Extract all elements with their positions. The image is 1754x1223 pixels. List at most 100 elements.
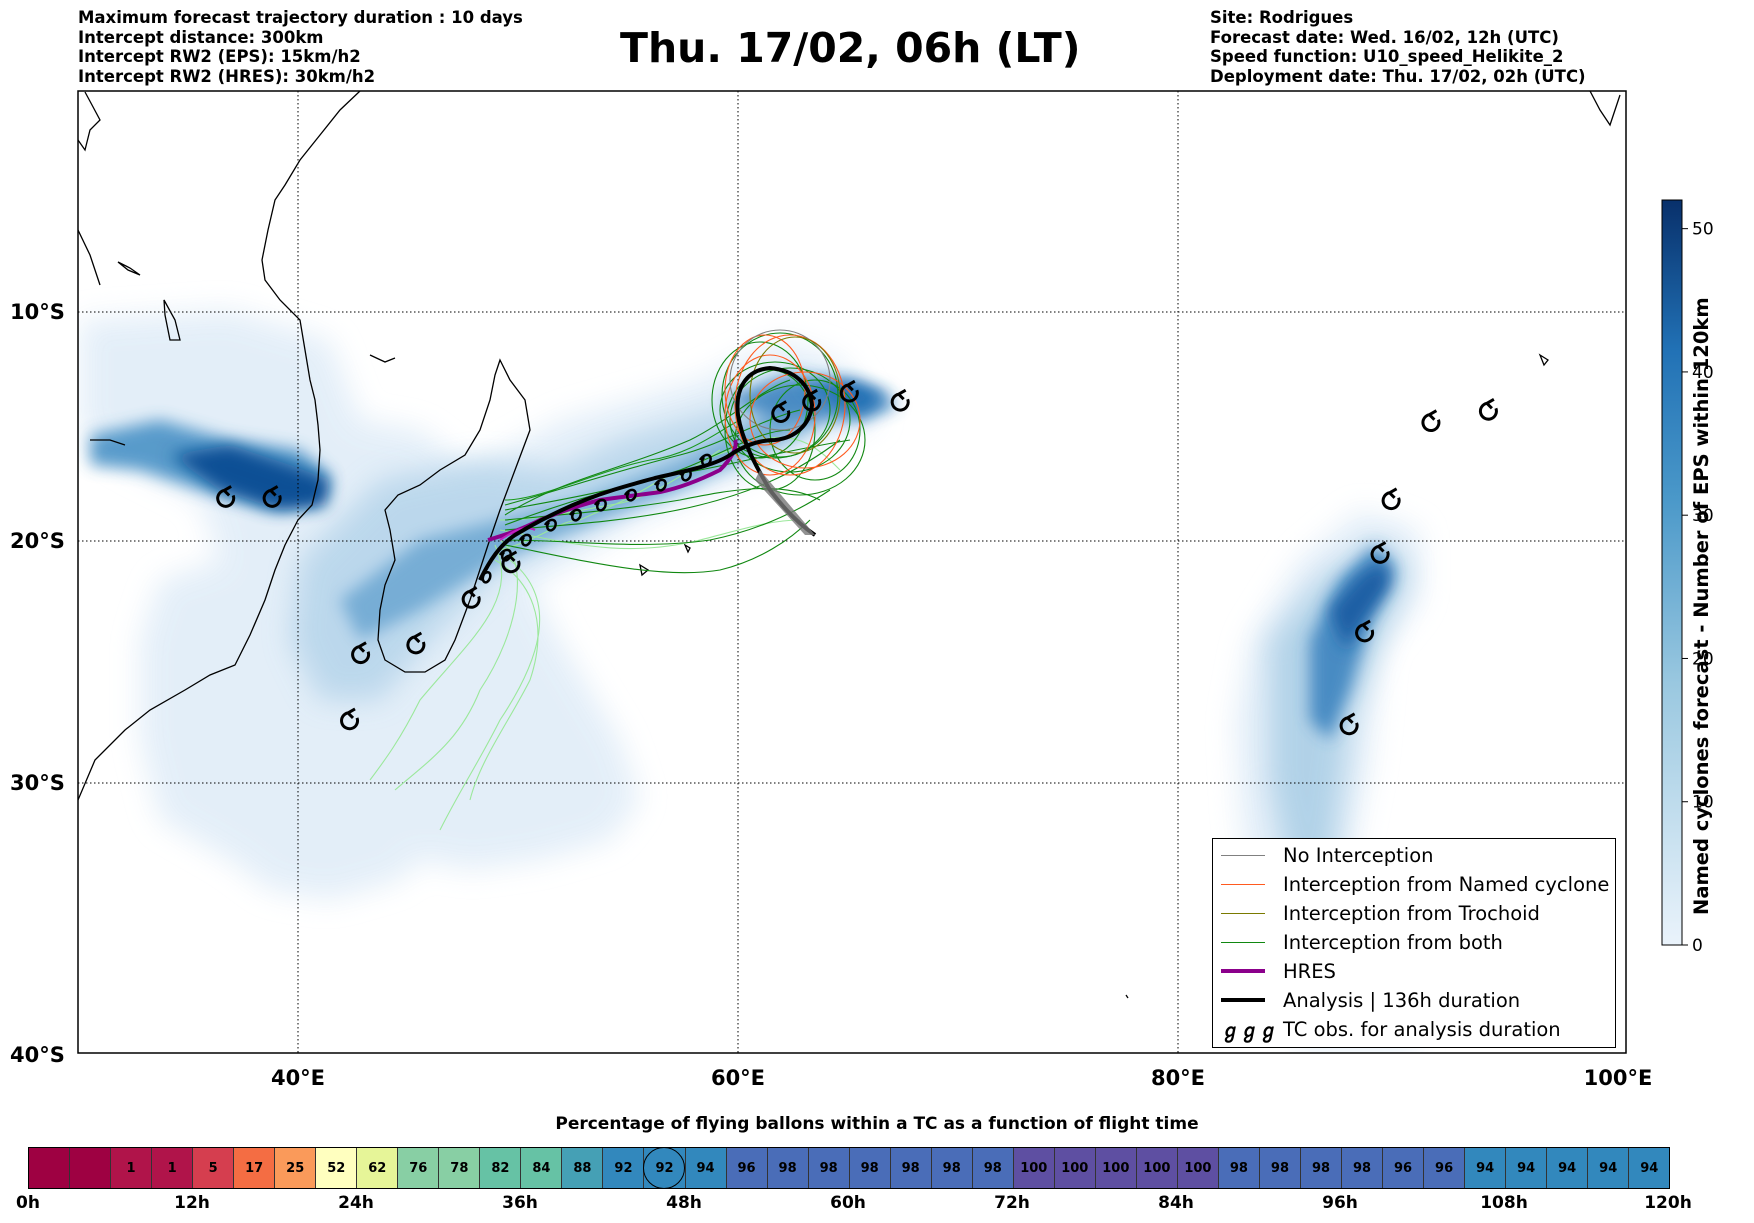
balloon-percentage-cell: 17	[234, 1148, 276, 1188]
flight-time-label: 0h	[16, 1193, 40, 1213]
balloon-percentage-cell: 96	[1383, 1148, 1425, 1188]
balloon-percentage-cell: 98	[1342, 1148, 1384, 1188]
balloon-percentage-cell: 92	[643, 1147, 686, 1189]
balloon-percentage-cell: 25	[275, 1148, 317, 1188]
balloon-percentage-cell: 100	[1013, 1148, 1055, 1188]
analysis-trajectory	[478, 365, 817, 584]
balloon-percentage-cell: 1	[152, 1148, 194, 1188]
balloon-percentage-cell: 82	[480, 1148, 522, 1188]
balloon-percentage-cell: 84	[521, 1148, 563, 1188]
tc-obs-marker	[890, 388, 910, 412]
tc-obs-marker	[501, 550, 521, 574]
colorbar-tick-label: 20	[1692, 649, 1714, 669]
legend-swatch	[1221, 941, 1265, 943]
colorbar-tick-label: 0	[1692, 936, 1703, 956]
lon-label-40e: 40°E	[271, 1066, 325, 1090]
balloon-percentage-cell: 100	[1136, 1148, 1178, 1188]
tc-obs-marker	[839, 379, 859, 403]
balloon-percentage-cell: 98	[849, 1148, 891, 1188]
colorbar-gradient	[1661, 199, 1683, 946]
legend-label: HRES	[1283, 959, 1336, 983]
tc-obs-marker	[1355, 619, 1375, 643]
lat-label-40s: 40°S	[10, 1043, 65, 1067]
legend-item-named-cyclone: Interception from Named cyclone	[1221, 872, 1609, 896]
colorbar-tick-label: 50	[1692, 220, 1714, 240]
coastlines	[78, 91, 1621, 999]
colorbar-tick-labels: 0 10 20 30 40 50	[1692, 220, 1714, 956]
lon-label-80e: 80°E	[1151, 1066, 1205, 1090]
balloon-percentage-cell: 5	[193, 1148, 235, 1188]
legend-label: Interception from Named cyclone	[1283, 872, 1610, 896]
flight-time-label: 108h	[1480, 1193, 1528, 1213]
balloon-percentage-cell: 98	[1300, 1148, 1342, 1188]
balloon-percentage-cell: 76	[398, 1148, 440, 1188]
balloon-percentage-cell: 94	[1547, 1148, 1589, 1188]
legend-swatch	[1221, 912, 1265, 914]
tc-obs-marker	[1421, 409, 1441, 433]
legend-label: TC obs. for analysis duration	[1283, 1017, 1561, 1041]
legend-item-hres: HRES	[1221, 959, 1336, 983]
balloon-percentage-cell	[70, 1148, 112, 1188]
legend-label: No Interception	[1283, 843, 1434, 867]
colorbar-ticks	[1682, 228, 1688, 946]
legend-item-no-interception: No Interception	[1221, 843, 1434, 867]
balloon-percentage-cell: 98	[808, 1148, 850, 1188]
legend-item-analysis: Analysis | 136h duration	[1221, 988, 1520, 1012]
colorbar: 0 10 20 30 40 50	[1661, 199, 1714, 956]
lat-label-10s: 10°S	[10, 300, 65, 324]
tc-obs-marker	[262, 485, 282, 508]
legend-swatch	[1221, 854, 1265, 856]
site-line: Site: Rodrigues	[1210, 8, 1354, 27]
latitude-labels: 10°S 20°S 30°S 40°S	[10, 300, 65, 1067]
balloon-percentage-cell: 98	[972, 1148, 1014, 1188]
tc-obs-marker	[216, 485, 236, 508]
lon-label-60e: 60°E	[711, 1066, 765, 1090]
map-legend: No Interception Interception from Named …	[1212, 838, 1616, 1048]
lat-label-30s: 30°S	[10, 771, 65, 795]
balloon-percentage-cell: 96	[726, 1148, 768, 1188]
legend-swatch	[1221, 883, 1265, 885]
intercept-distance-line: Intercept distance: 300km	[78, 27, 324, 47]
balloon-percentage-cell: 98	[767, 1148, 809, 1188]
colorbar-tick-label: 10	[1692, 793, 1714, 813]
tc-obs-marker	[1478, 398, 1498, 421]
deployment-date-line: Deployment date: Thu. 17/02, 02h (UTC)	[1210, 66, 1586, 86]
flight-time-label: 24h	[338, 1193, 374, 1213]
balloon-percentage-cell: 98	[1259, 1148, 1301, 1188]
colorbar-title: Named cyclones forecast - Number of EPS …	[1690, 297, 1713, 915]
balloon-percentage-cell: 92	[603, 1148, 645, 1188]
balloon-percentage-cell: 100	[1095, 1148, 1137, 1188]
map-graticule	[78, 91, 1626, 1053]
lon-label-100e: 100°E	[1584, 1066, 1653, 1090]
max-duration-line: Maximum forecast trajectory duration : 1…	[78, 8, 523, 27]
flight-time-label: 96h	[1322, 1193, 1358, 1213]
tc-obs-marker	[802, 388, 822, 412]
balloon-percentage-cell: 94	[1629, 1148, 1670, 1188]
flight-time-label: 84h	[1158, 1193, 1194, 1213]
legend-label: Interception from Trochoid	[1283, 901, 1540, 925]
intercept-eps-line: Intercept RW2 (EPS): 15km/h2	[78, 47, 361, 66]
balloon-percentage-cell: 100	[1177, 1148, 1219, 1188]
balloon-percentage-cell	[29, 1148, 71, 1188]
colorbar-tick-label: 40	[1692, 363, 1714, 383]
tc-symbol-icon: ℊℊℊ	[1221, 1019, 1279, 1042]
tc-obs-marker	[1370, 541, 1390, 564]
tc-obs-marker	[406, 631, 426, 655]
intercept-hres-line: Intercept RW2 (HRES): 30km/h2	[78, 66, 376, 86]
tc-obs-marker	[1381, 487, 1401, 511]
tc-obs-marker	[351, 641, 371, 665]
flight-time-label: 48h	[666, 1193, 702, 1213]
balloon-percentage-strip: 1 1 5 17 25 52 62 76 78 82 84 88 92 92 94 96 98 98 98 98 98 9…	[28, 1147, 1670, 1189]
balloon-percentage-cell: 98	[1218, 1148, 1260, 1188]
balloon-percentage-cell: 94	[685, 1148, 727, 1188]
legend-label: Interception from both	[1283, 930, 1503, 954]
balloon-percentage-cell: 94	[1465, 1148, 1507, 1188]
legend-item-tc-obs: ℊℊℊ TC obs. for analysis duration	[1221, 1017, 1561, 1042]
legend-item-trochoid: Interception from Trochoid	[1221, 901, 1540, 925]
flight-time-label: 120h	[1644, 1193, 1692, 1213]
flight-time-label: 72h	[994, 1193, 1030, 1213]
hres-start-segment	[499, 527, 536, 541]
balloon-percentage-title: Percentage of flying ballons within a TC…	[555, 1114, 1199, 1134]
current-time-marker	[643, 1147, 686, 1189]
balloon-percentage-cell: 88	[562, 1148, 604, 1188]
